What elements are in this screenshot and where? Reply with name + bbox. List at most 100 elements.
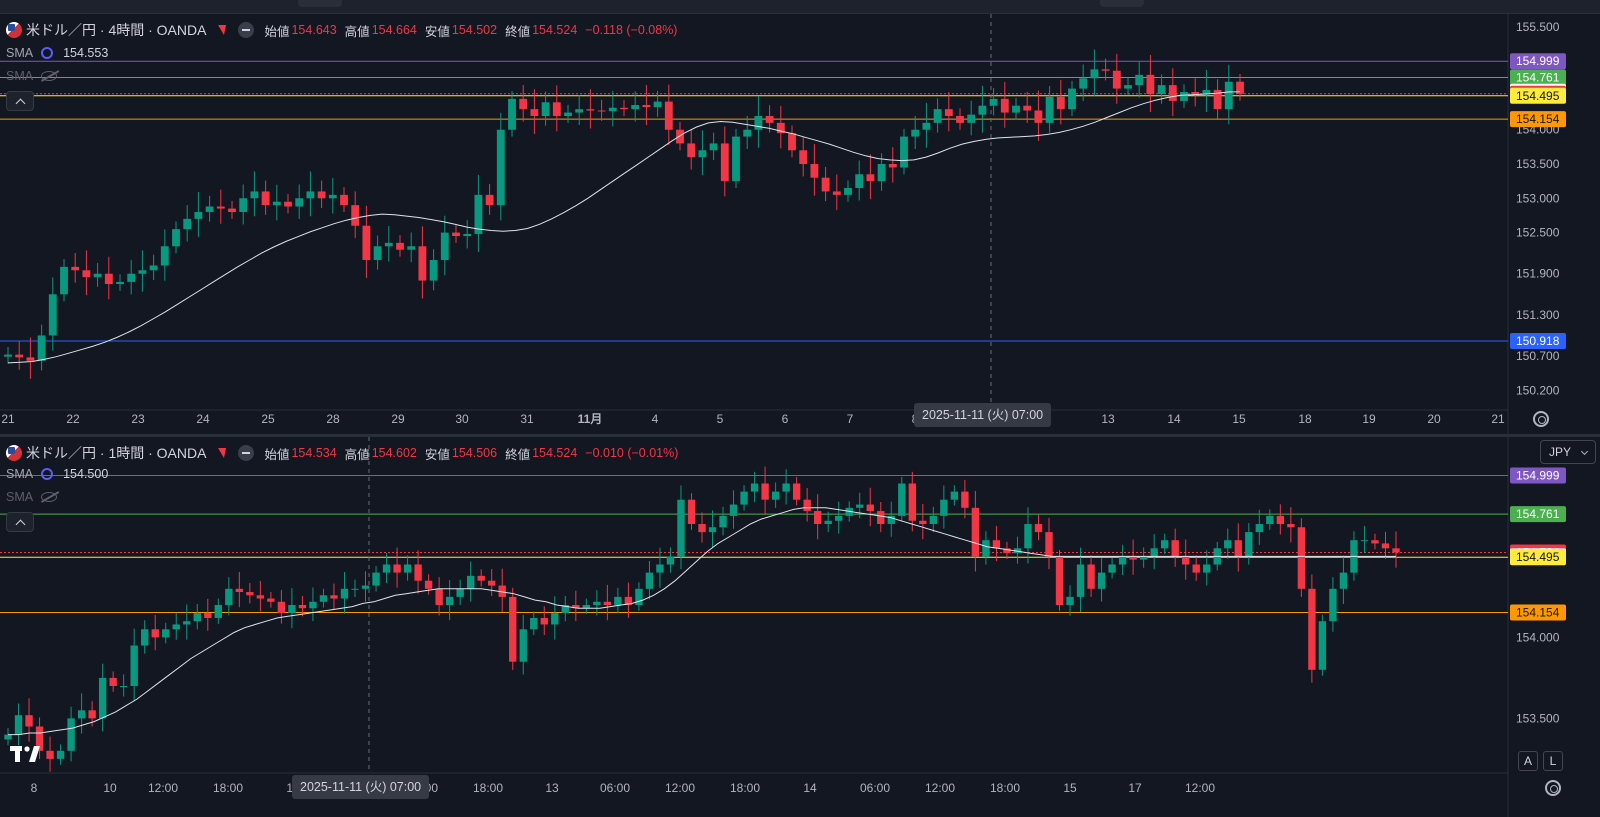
candle-body	[284, 201, 292, 207]
top-toolbar-strip	[0, 0, 1600, 14]
candle-body	[172, 624, 180, 630]
auto-scale-button[interactable]: A	[1518, 751, 1538, 771]
candle-body	[384, 242, 393, 247]
x-tick-label: 14	[803, 781, 817, 795]
eye-hidden-icon[interactable]	[41, 71, 58, 81]
candle-body	[488, 580, 496, 586]
minus-circle-icon[interactable]	[238, 22, 255, 38]
settings-gear-icon[interactable]	[1533, 411, 1549, 427]
eye-hidden-icon[interactable]	[41, 492, 58, 502]
candle-body	[1202, 89, 1211, 95]
flag-marker-icon[interactable]	[214, 25, 228, 35]
sma-indicator-1[interactable]: SMA 154.500	[6, 467, 108, 481]
candle-body	[37, 335, 46, 361]
toolbar-tab[interactable]	[1100, 0, 1144, 7]
sma-label: SMA	[6, 467, 34, 481]
candle-body	[761, 483, 769, 500]
chart-pane-4h[interactable]: 155.500 154.000 153.500 153.000 152.500 151.9…	[0, 14, 1600, 434]
y-tick-label: 154.000	[1516, 630, 1560, 644]
close-value: 154.524	[532, 446, 578, 460]
pane-divider[interactable]	[0, 434, 1600, 437]
candle-body	[754, 116, 763, 130]
sma-indicator-1[interactable]: SMA 154.553	[6, 46, 108, 60]
price-chart-1h[interactable]: 154.000 153.500 154.999 154.761 154.524 154.5…	[0, 437, 1600, 817]
settings-gear-icon[interactable]	[1545, 780, 1561, 796]
candle-body	[1045, 96, 1054, 123]
candle-body	[183, 621, 191, 625]
collapse-legend-button[interactable]	[6, 512, 34, 532]
candle-body	[631, 105, 640, 110]
toolbar-tab[interactable]	[298, 0, 342, 7]
symbol-title[interactable]: 米ドル／円 · 1時間 · OANDA	[26, 445, 207, 461]
x-tick-label: 13	[1101, 412, 1115, 426]
candle-body	[407, 246, 416, 250]
symbol-title[interactable]: 米ドル／円 · 4時間 · OANDA	[26, 22, 207, 38]
candle-body	[1124, 85, 1132, 89]
candle-body	[1171, 540, 1179, 557]
y-tick-label: 155.500	[1516, 20, 1560, 34]
candle-body	[317, 191, 326, 199]
collapse-legend-button[interactable]	[6, 91, 34, 111]
candle-body	[328, 194, 337, 199]
candle-body	[1318, 621, 1327, 670]
candle-body	[856, 504, 864, 508]
y-tick-label: 153.500	[1516, 711, 1560, 725]
candle-body	[463, 233, 472, 236]
sma-line[interactable]	[8, 507, 1396, 736]
log-scale-button[interactable]: L	[1543, 751, 1563, 771]
candle-body	[351, 205, 360, 226]
low-label: 安値	[424, 447, 450, 462]
candle-body	[561, 605, 569, 614]
candle-body	[172, 229, 180, 247]
candle-body	[1101, 69, 1110, 71]
candle-body	[593, 601, 601, 605]
x-tick-label: 14	[1167, 412, 1181, 426]
candle-body	[1055, 556, 1064, 605]
sma-indicator-2[interactable]: SMA	[6, 69, 58, 83]
candle-body	[803, 499, 811, 512]
candle-body	[866, 504, 874, 512]
candle-body	[4, 734, 12, 740]
candle-body	[1329, 588, 1337, 622]
currency-select[interactable]: JPY	[1540, 440, 1596, 464]
flag-marker-icon[interactable]	[214, 448, 228, 458]
candle-body	[141, 629, 149, 646]
candle-body	[183, 218, 192, 230]
candle-body	[1023, 105, 1032, 111]
candle-body	[698, 524, 706, 533]
tradingview-logo-icon[interactable]	[10, 746, 40, 762]
candle-body	[835, 515, 843, 521]
open-value: 154.534	[291, 446, 337, 460]
candle-body	[575, 109, 584, 113]
price-chart-4h[interactable]: 155.500154.000153.500153.000152.500151.9…	[0, 14, 1600, 434]
candle-body	[235, 588, 244, 593]
candle-body	[687, 499, 696, 524]
x-tick-label: 29	[391, 412, 405, 426]
sma-indicator-2[interactable]: SMA	[6, 490, 58, 504]
candle-body	[922, 122, 931, 130]
x-tick-label: 17	[1128, 781, 1142, 795]
loading-ring-icon	[41, 47, 54, 59]
candle-body	[160, 246, 169, 266]
candle-body	[1276, 515, 1285, 524]
close-label: 終値	[505, 24, 531, 39]
price-tag: 154.999	[1510, 467, 1566, 484]
x-tick-label: 18:00	[990, 781, 1020, 795]
sma-value: 154.500	[63, 467, 109, 481]
sma-line[interactable]	[7, 91, 1241, 364]
x-tick-label: 18:00	[473, 781, 503, 795]
candle-body	[309, 601, 317, 609]
svg-text:154.154: 154.154	[1516, 605, 1560, 619]
candle-body	[445, 596, 454, 605]
candle-body	[214, 605, 222, 618]
loading-ring-icon	[41, 468, 54, 480]
minus-circle-icon[interactable]	[238, 445, 255, 461]
candle-body	[127, 273, 136, 282]
candle-body	[272, 201, 281, 206]
candle-body	[929, 515, 938, 524]
candle-body	[877, 511, 885, 524]
chart-pane-1h[interactable]: 154.000 153.500 154.999 154.761 154.524 154.5…	[0, 437, 1600, 817]
candle-body	[1076, 564, 1085, 597]
price-tag: 154.999	[1510, 53, 1566, 70]
candle-body	[393, 564, 401, 573]
